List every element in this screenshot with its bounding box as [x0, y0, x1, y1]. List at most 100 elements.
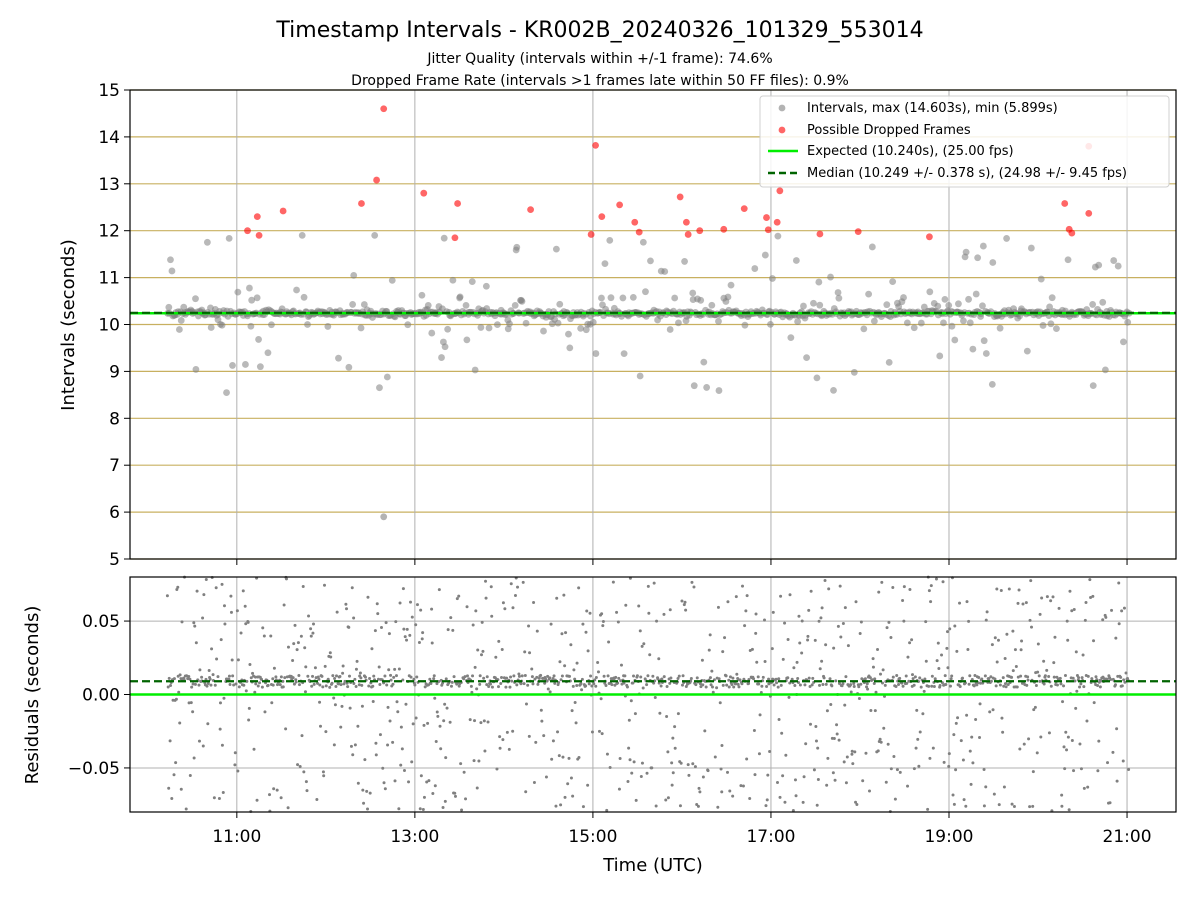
residual-point	[206, 682, 210, 686]
residual-point	[479, 721, 483, 725]
intervals-plot-frame	[129, 89, 1177, 560]
residual-point	[1122, 606, 1126, 610]
residual-point	[245, 679, 249, 683]
residual-point	[445, 706, 449, 710]
interval-point	[371, 231, 379, 239]
residual-point	[919, 685, 923, 689]
interval-point	[850, 368, 858, 376]
interval-point	[253, 294, 261, 302]
dropped-frame-point	[635, 228, 643, 236]
residual-point	[948, 684, 952, 688]
residual-point	[993, 677, 997, 681]
residual-point	[642, 642, 646, 646]
residual-point	[294, 678, 298, 682]
residual-point	[481, 649, 485, 653]
residual-point	[754, 631, 758, 635]
residual-point	[766, 773, 770, 777]
residual-point	[768, 749, 772, 753]
interval-point	[883, 301, 891, 309]
residual-point	[924, 620, 928, 624]
residual-reference-lines	[130, 680, 1176, 696]
residual-point	[946, 666, 950, 670]
residual-point	[1072, 607, 1076, 611]
residual-point	[792, 666, 796, 670]
dropped-frame-point	[527, 206, 534, 213]
residual-point	[836, 624, 840, 628]
residual-point	[495, 767, 499, 771]
residual-point	[740, 682, 744, 686]
residual-point	[1072, 769, 1076, 773]
residual-point	[978, 736, 982, 740]
residual-point	[305, 789, 309, 793]
residual-point	[691, 762, 695, 766]
residual-point	[1071, 676, 1075, 680]
residual-point	[564, 631, 568, 635]
interval-point	[1095, 261, 1103, 269]
interval-point	[566, 344, 574, 352]
residual-point	[997, 803, 1001, 807]
residual-point	[573, 677, 577, 681]
residual-point	[692, 585, 696, 589]
interval-point	[647, 257, 654, 265]
residual-point	[170, 797, 174, 801]
residual-point	[431, 792, 435, 796]
residual-point	[213, 683, 217, 687]
residual-point	[511, 606, 515, 610]
residual-point	[1027, 737, 1031, 741]
residual-point	[1017, 588, 1021, 592]
residual-point	[619, 679, 623, 683]
dropped-frame-point	[451, 234, 459, 242]
residual-point	[1032, 708, 1036, 712]
residual-point	[365, 789, 369, 793]
residual-point	[734, 595, 738, 599]
residual-point	[236, 658, 240, 662]
residual-point	[728, 675, 732, 679]
residual-point	[989, 675, 993, 679]
residual-point	[554, 804, 558, 808]
residual-point	[393, 667, 397, 671]
residual-point	[987, 677, 991, 681]
residual-point	[527, 734, 531, 738]
residual-point	[332, 743, 336, 747]
intervals-y-label: Intervals (seconds)	[58, 239, 79, 411]
residual-point	[777, 677, 781, 681]
residual-point	[730, 683, 734, 687]
residual-point	[387, 632, 391, 636]
residual-point	[1091, 594, 1095, 598]
residual-point	[1031, 770, 1035, 774]
residuals-plot-frame	[129, 576, 1177, 813]
interval-point	[703, 384, 711, 391]
residual-point	[532, 600, 536, 604]
residual-point	[539, 708, 543, 712]
residual-point	[754, 612, 758, 616]
residual-point	[1089, 596, 1093, 600]
interval-point	[300, 293, 308, 301]
residual-point	[678, 804, 682, 808]
dropped-frame-point	[244, 227, 251, 235]
residual-point	[494, 655, 498, 659]
residual-point	[302, 770, 306, 774]
residual-point	[1003, 682, 1007, 686]
residual-point	[279, 796, 283, 800]
interval-point	[203, 238, 211, 246]
interval-point	[910, 324, 918, 332]
residual-point	[873, 709, 877, 713]
residual-point	[930, 684, 934, 688]
residual-point	[975, 683, 979, 687]
residual-point	[389, 673, 393, 677]
residual-point	[345, 681, 349, 685]
residual-point	[741, 784, 745, 788]
residual-point	[386, 743, 390, 747]
residual-point	[592, 682, 596, 686]
residual-point	[1024, 601, 1028, 605]
residual-point	[952, 733, 956, 737]
residual-point	[363, 675, 367, 679]
residual-point	[379, 625, 383, 629]
residual-point	[807, 676, 811, 680]
residual-point	[965, 600, 969, 604]
residual-point	[434, 739, 438, 743]
residual-point	[546, 674, 550, 678]
residual-point	[793, 684, 797, 688]
residual-point	[910, 638, 914, 642]
residual-point	[410, 760, 414, 764]
